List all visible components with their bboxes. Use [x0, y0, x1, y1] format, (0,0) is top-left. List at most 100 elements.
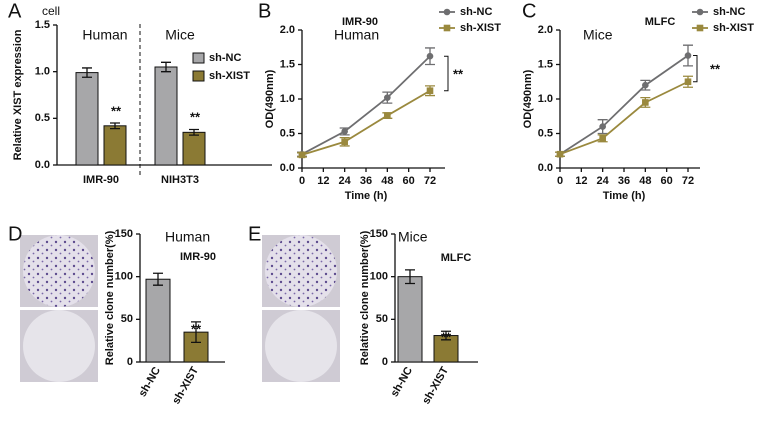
x-tick-label: sh-XIST	[420, 365, 451, 407]
bracket	[444, 55, 449, 92]
significance: **	[111, 103, 122, 118]
y-tick-label: 0.5	[538, 127, 553, 139]
x-tick-label: NIH3T3	[161, 174, 199, 186]
chart-title: MLFC	[441, 252, 472, 264]
point	[384, 94, 391, 101]
significance: **	[441, 329, 452, 344]
chart-title: MLFC	[645, 16, 676, 28]
y-tick-label: 0.5	[280, 127, 295, 139]
x-tick-label: 72	[682, 175, 694, 187]
subtitle: Mice	[583, 27, 613, 43]
x-tick-label: sh-NC	[137, 365, 164, 399]
x-tick-label: 12	[575, 175, 587, 187]
subtitle: Human	[334, 27, 379, 43]
x-tick-label: 24	[339, 175, 352, 187]
y-tick-label: 0.0	[538, 162, 553, 174]
y-axis-label: OD(490nm)	[522, 69, 534, 128]
legend-swatch	[192, 52, 205, 64]
bar	[103, 125, 127, 166]
x-tick-label: 0	[299, 175, 305, 187]
x-tick-label: sh-XIST	[170, 365, 201, 407]
legend-marker	[443, 8, 451, 16]
bar	[145, 278, 171, 363]
bar	[75, 72, 99, 166]
subtitle: Human	[165, 229, 210, 245]
point	[384, 112, 391, 119]
line	[559, 80, 689, 156]
significance: **	[453, 66, 464, 81]
panel-letter: B	[258, 0, 271, 22]
y-tick-label: 150	[115, 228, 133, 240]
error-bar	[405, 269, 415, 285]
line	[301, 89, 431, 156]
y-tick-label: 1.5	[35, 19, 50, 31]
point	[341, 128, 348, 135]
y-tick-label: 1.5	[538, 58, 553, 70]
legend-marker	[696, 24, 704, 32]
x-tick-label: 60	[661, 175, 673, 187]
bracket	[693, 55, 698, 83]
legend-label: sh-XIST	[460, 22, 501, 34]
x-tick-label: 0	[557, 175, 563, 187]
bar	[397, 276, 423, 363]
error-bar	[110, 122, 120, 130]
point	[642, 99, 649, 106]
panel-letter: A	[8, 0, 22, 22]
x-tick-label: 48	[381, 175, 393, 187]
photos-d	[20, 235, 98, 382]
x-axis-label: Time (h)	[345, 190, 388, 202]
chart-title: cell	[42, 4, 60, 18]
error-bar	[441, 330, 451, 341]
legend-marker	[443, 24, 451, 32]
legend-label: sh-NC	[460, 6, 492, 18]
y-tick-label: 100	[370, 271, 388, 283]
x-tick-label: 24	[597, 175, 610, 187]
legend-label: sh-NC	[209, 52, 241, 64]
x-tick-label: 12	[317, 175, 329, 187]
point	[642, 81, 649, 89]
bar	[182, 131, 206, 166]
point	[426, 87, 434, 95]
legend-label: sh-XIST	[209, 70, 250, 82]
error-bar	[153, 272, 163, 286]
y-tick-label: 0.0	[35, 159, 50, 171]
legend-label: sh-NC	[713, 6, 745, 18]
point	[298, 151, 306, 159]
significance: **	[190, 109, 201, 124]
significance: **	[710, 61, 721, 76]
y-tick-label: 0	[382, 356, 388, 368]
panel-letter: D	[8, 223, 22, 245]
y-tick-label: 0.0	[280, 162, 295, 174]
panel-letter: C	[522, 0, 536, 22]
point	[599, 135, 606, 142]
x-tick-label: sh-NC	[389, 365, 416, 399]
y-tick-label: 1.0	[35, 66, 50, 78]
point	[599, 123, 606, 130]
y-tick-label: 150	[370, 228, 388, 240]
point	[556, 150, 564, 158]
x-tick-label: 36	[618, 175, 630, 187]
error-bar	[189, 128, 199, 136]
significance: **	[191, 321, 202, 336]
x-tick-label: IMR-90	[83, 174, 119, 186]
x-tick-label: 60	[403, 175, 415, 187]
y-tick-label: 1.5	[280, 58, 295, 70]
y-tick-label: 1.0	[538, 93, 553, 105]
y-axis-label: OD(490nm)	[264, 69, 276, 128]
error-bar	[161, 61, 171, 73]
y-axis-label: Relative XIST expression	[12, 29, 24, 160]
line	[301, 55, 431, 155]
chart-title: IMR-90	[180, 251, 216, 263]
y-tick-label: 50	[376, 313, 388, 325]
legend-label: sh-XIST	[713, 22, 754, 34]
y-axis-label: Relative clone number(%)	[359, 230, 371, 365]
bar	[154, 66, 178, 166]
chart-title: IMR-90	[342, 16, 378, 28]
subtitle: Mice	[398, 229, 428, 245]
point	[684, 78, 692, 86]
y-axis-label: Relative clone number(%)	[104, 230, 116, 365]
y-tick-label: 2.0	[280, 24, 295, 36]
y-tick-label: 2.0	[538, 24, 553, 36]
group-label: Mice	[165, 27, 195, 43]
